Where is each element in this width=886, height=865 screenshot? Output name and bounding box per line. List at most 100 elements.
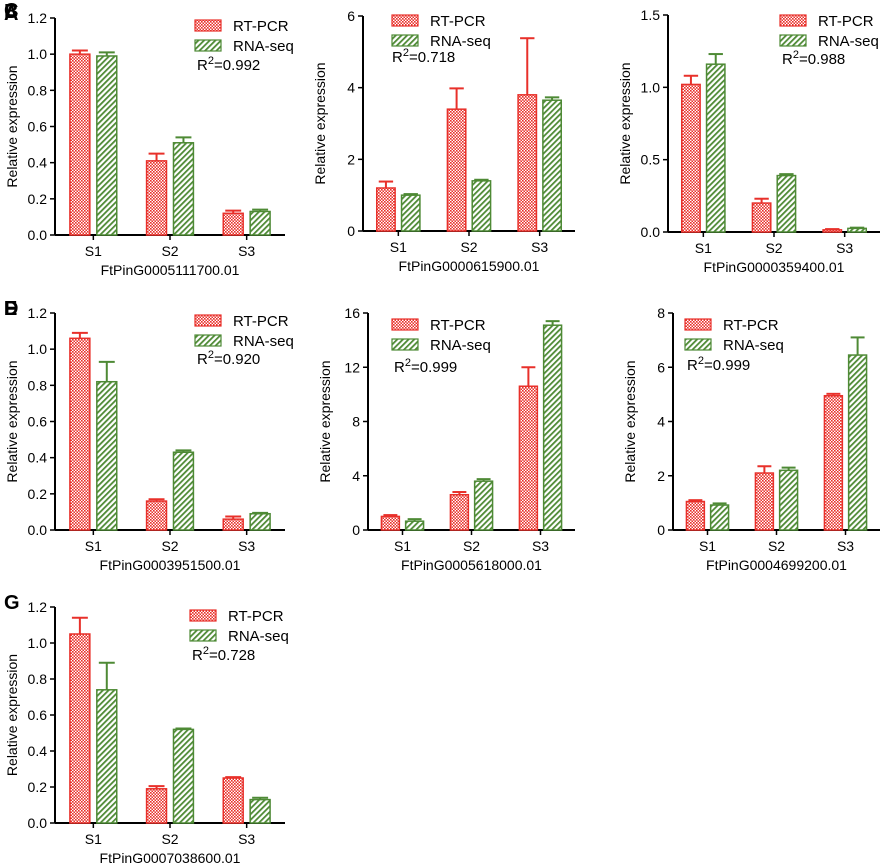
r-squared-label: R2=0.992 xyxy=(197,55,260,74)
bar-rnaseq xyxy=(172,451,195,531)
legend-swatch-rtpcr xyxy=(391,318,419,331)
x-tick-label: S1 xyxy=(85,538,102,554)
r-squared-label: R2=0.988 xyxy=(782,49,845,68)
y-tick-label: 8 xyxy=(352,414,360,430)
bar-rtpcr xyxy=(380,515,401,531)
panel-label: F xyxy=(4,298,16,320)
r-squared-label: R2=0.999 xyxy=(687,355,750,374)
gene-id-label: FtPinG0003951500.01 xyxy=(100,557,241,573)
bar-rtpcr xyxy=(751,202,772,233)
legend-label-rtpcr: RT-PCR xyxy=(723,317,779,334)
bar-rnaseq xyxy=(172,142,195,236)
bar-rnaseq xyxy=(96,380,118,531)
gene-id-label: FtPinG0005111700.01 xyxy=(101,262,240,278)
y-tick-label: 1.0 xyxy=(28,46,48,62)
x-tick-label: S2 xyxy=(768,538,785,554)
legend-label-rtpcr: RT-PCR xyxy=(818,13,874,30)
bar-rtpcr xyxy=(823,394,844,531)
y-tick-label: 1.0 xyxy=(641,79,661,95)
panel-d: D 0.0 0.2 0.4 0.6 0.8 1.0 1.2 Relative expressio… xyxy=(4,298,294,573)
y-tick-label: 0.8 xyxy=(28,671,48,687)
y-tick-label: 16 xyxy=(344,305,360,321)
y-tick-label: 1.2 xyxy=(28,10,48,26)
x-tick-label: S1 xyxy=(390,239,407,255)
y-tick-label: 0.4 xyxy=(28,743,48,759)
bar-rnaseq xyxy=(96,689,118,824)
legend-swatch-rtpcr xyxy=(189,609,217,622)
bar-rnaseq xyxy=(249,512,271,531)
y-tick-label: 0.8 xyxy=(28,82,48,98)
x-tick-label: S1 xyxy=(85,243,102,259)
bar-rnaseq xyxy=(709,504,730,531)
legend-swatch-rtpcr xyxy=(194,19,222,32)
r-squared-label: R2=0.920 xyxy=(197,349,260,368)
y-tick-label: 0.8 xyxy=(28,377,48,393)
bar-rtpcr xyxy=(69,53,91,236)
bar-rtpcr xyxy=(518,385,539,531)
gene-id-label: FtPinG0000359400.01 xyxy=(704,259,845,275)
y-tick-label: 0.4 xyxy=(28,155,48,171)
bar-rnaseq xyxy=(249,798,271,824)
bar-rtpcr xyxy=(822,229,843,233)
bar-rtpcr xyxy=(222,518,244,531)
y-tick-label: 0.0 xyxy=(641,224,661,240)
y-axis-label: Relative expression xyxy=(317,360,333,482)
y-tick-label: 0 xyxy=(352,522,360,538)
y-tick-label: 0.0 xyxy=(28,522,48,538)
y-tick-label: 0.5 xyxy=(641,152,661,168)
legend-swatch-rnaseq xyxy=(684,338,712,351)
y-tick-label: 0 xyxy=(347,223,355,239)
y-tick-label: 0.2 xyxy=(28,779,48,795)
bar-rnaseq xyxy=(705,63,726,233)
r-squared-value: 0.992 xyxy=(223,57,261,74)
gene-id-label: FtPinG0004699200.01 xyxy=(706,557,847,573)
y-axis-label: Relative expression xyxy=(4,654,20,776)
bar-rtpcr xyxy=(685,500,706,531)
legend-label-rtpcr: RT-PCR xyxy=(228,608,284,625)
x-tick-label: S2 xyxy=(765,240,782,256)
r-squared-value: 0.728 xyxy=(218,647,256,664)
r-squared-label: R2=0.718 xyxy=(392,47,455,66)
y-tick-label: 0.2 xyxy=(28,191,48,207)
y-tick-label: 0.6 xyxy=(28,707,48,723)
panel-label: G xyxy=(4,592,20,614)
r-squared-value: 0.999 xyxy=(420,359,458,376)
x-tick-label: S1 xyxy=(695,240,712,256)
y-axis-label: Relative expression xyxy=(617,62,633,184)
legend-label-rnaseq: RNA-seq xyxy=(430,33,491,50)
y-tick-label: 0.2 xyxy=(28,486,48,502)
legend-swatch-rnaseq xyxy=(391,34,419,47)
y-tick-label: 0.6 xyxy=(28,119,48,135)
gene-id-label: FtPinG0005618000.01 xyxy=(401,557,542,573)
bar-rnaseq xyxy=(471,180,492,232)
legend-label-rnaseq: RNA-seq xyxy=(233,333,294,350)
r-squared-label: R2=0.728 xyxy=(192,645,255,664)
y-tick-label: 1.2 xyxy=(28,305,48,321)
y-tick-label: 0.4 xyxy=(28,450,48,466)
panel-e: E 0 4 8 12 16 Relative expression S1 S2 S3 FtPinG0… xyxy=(4,298,575,573)
x-tick-label: S3 xyxy=(238,243,255,259)
y-tick-label: 0.0 xyxy=(28,815,48,831)
legend-swatch-rnaseq xyxy=(194,334,222,347)
bar-rnaseq xyxy=(172,728,195,824)
y-axis-label: Relative expression xyxy=(312,62,328,184)
legend-label-rnaseq: RNA-seq xyxy=(818,33,879,50)
bar-rnaseq xyxy=(249,210,271,236)
x-tick-label: S2 xyxy=(161,243,178,259)
legend-swatch-rnaseq xyxy=(779,34,807,47)
legend-label-rnaseq: RNA-seq xyxy=(430,337,491,354)
x-tick-label: S3 xyxy=(532,538,549,554)
y-tick-label: 8 xyxy=(657,305,665,321)
y-tick-label: 2 xyxy=(347,151,355,167)
y-tick-label: 1.0 xyxy=(28,635,48,651)
bar-rnaseq xyxy=(847,354,868,531)
y-tick-label: 1.2 xyxy=(28,599,48,615)
bar-rtpcr xyxy=(222,212,244,236)
legend-swatch-rtpcr xyxy=(391,14,419,27)
y-tick-label: 6 xyxy=(657,359,665,375)
x-tick-label: S1 xyxy=(85,831,102,847)
bar-rtpcr xyxy=(145,788,168,824)
bar-rnaseq xyxy=(400,194,421,232)
y-tick-label: 0.6 xyxy=(28,414,48,430)
legend-swatch-rnaseq xyxy=(189,629,217,642)
